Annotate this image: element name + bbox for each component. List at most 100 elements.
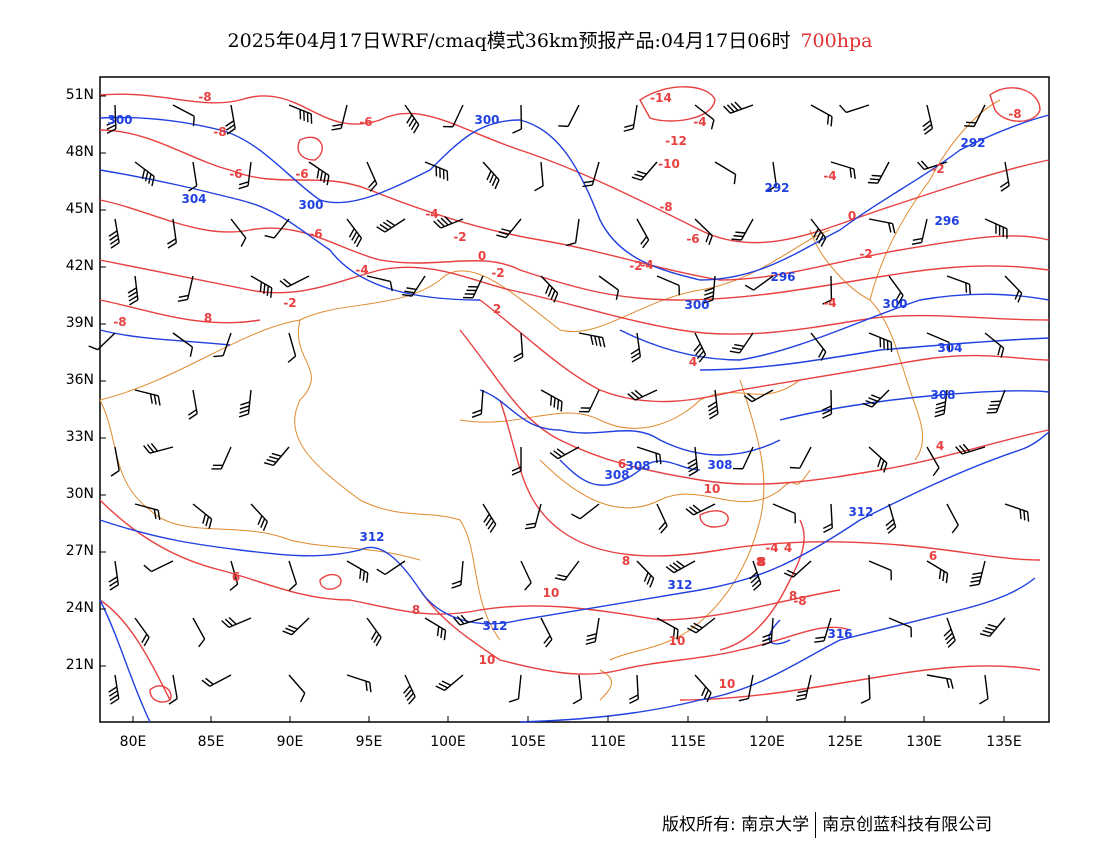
wind-barb — [424, 617, 447, 641]
temp-label: -2 — [491, 266, 504, 280]
wind-barb — [744, 275, 774, 291]
wind-barb — [508, 674, 522, 703]
temperature-isotherm — [319, 573, 342, 590]
wind-barb — [955, 443, 986, 455]
wind-barb — [789, 446, 812, 469]
height-isoline — [479, 389, 781, 456]
wind-barb — [404, 104, 420, 134]
wind-barb — [822, 389, 833, 419]
temp-label: 8 — [204, 311, 212, 325]
height-isoline — [779, 390, 1050, 421]
temperature-isotherm — [459, 329, 1050, 485]
wind-barb — [926, 332, 950, 353]
wind-barb — [627, 389, 658, 401]
wind-barb — [558, 104, 580, 128]
wind-barb — [435, 674, 464, 692]
temp-label: -2 — [629, 259, 642, 273]
wind-barb — [839, 104, 870, 114]
wind-barb — [143, 443, 174, 454]
temperature-isotherm — [149, 685, 172, 703]
lon-label: 125E — [827, 734, 863, 750]
lat-label: 42N — [65, 258, 94, 274]
temp-label: 10 — [669, 634, 686, 648]
wind-barb — [453, 614, 484, 626]
temp-label: 6 — [232, 570, 240, 584]
wind-barb — [540, 275, 559, 303]
wind-barb — [578, 332, 606, 348]
wind-barb — [687, 617, 716, 634]
temp-label: 6 — [618, 457, 626, 471]
temp-label: -12 — [665, 134, 687, 148]
height-label: 296 — [934, 214, 959, 228]
lon-label: 90E — [276, 734, 304, 750]
lat-label: 30N — [65, 486, 94, 502]
wind-barb — [520, 560, 532, 591]
title-text: 2025年04月17日WRF/cmaq模式36km预报产品:04月17日06时 — [227, 30, 791, 52]
wind-barb — [911, 218, 928, 245]
pressure-level: 700hpa — [800, 30, 873, 52]
wind-barb — [984, 218, 1008, 239]
temp-label: -4 — [765, 541, 778, 555]
wind-barb — [943, 617, 956, 648]
wind-barb — [192, 617, 206, 648]
wind-barb — [168, 674, 178, 705]
wind-barb — [578, 389, 600, 413]
wind-barb — [732, 446, 754, 470]
temp-label: -14 — [650, 91, 672, 105]
wind-barb — [108, 674, 120, 705]
height-label: 292 — [764, 181, 789, 195]
wind-barb — [810, 332, 827, 361]
wind-barb — [403, 674, 416, 705]
wind-barb — [687, 446, 699, 477]
wind-barb — [868, 446, 888, 473]
height-label: 304 — [937, 341, 962, 355]
wind-barb — [366, 617, 382, 647]
lat-label: 39N — [65, 315, 94, 331]
wind-barb — [868, 218, 896, 234]
height-label: 300 — [882, 297, 907, 311]
lat-label: 33N — [65, 429, 94, 445]
wind-barb — [623, 104, 638, 132]
temp-label: -2 — [453, 230, 466, 244]
wind-barb — [729, 332, 754, 354]
wind-barb — [108, 218, 120, 249]
wind-barb — [250, 275, 273, 298]
temp-label: 10 — [719, 677, 736, 691]
height-isoline — [99, 599, 151, 723]
temperature-isotherm — [99, 259, 1050, 335]
wind-barb — [572, 674, 583, 705]
wind-barb — [238, 389, 252, 418]
lon-label: 135E — [986, 734, 1022, 750]
temp-label: 10 — [704, 482, 721, 496]
wind-barb — [582, 161, 600, 188]
wind-barb — [926, 446, 940, 477]
temperature-isotherm — [99, 299, 261, 324]
lon-label: 130E — [906, 734, 942, 750]
wind-barb — [376, 560, 406, 576]
temp-label: 8 — [412, 603, 420, 617]
temp-label: -8 — [659, 200, 672, 214]
lat-label: 24N — [65, 600, 94, 616]
temp-label: 10 — [543, 586, 560, 600]
temp-label: 8 — [622, 554, 630, 568]
wind-barb — [636, 446, 662, 465]
wind-barb — [703, 275, 716, 304]
wind-barb — [885, 503, 897, 534]
wind-barb — [127, 275, 139, 306]
wind-barb — [230, 218, 247, 247]
wind-barb — [917, 160, 948, 171]
wind-barb — [402, 275, 426, 297]
wind-barb — [830, 161, 856, 179]
temp-label: -2 — [859, 247, 872, 261]
wind-barb — [376, 218, 406, 233]
temp-label: -4 — [823, 169, 836, 183]
wind-barb — [860, 674, 871, 704]
temperature-isotherm — [99, 129, 1050, 281]
wind-barb — [964, 104, 986, 128]
wind-barb — [221, 617, 252, 629]
height-label: 300 — [107, 113, 132, 127]
temp-label: -4 — [640, 258, 653, 272]
wind-barb — [714, 161, 737, 185]
height-isoline — [99, 169, 481, 301]
temp-label: 0 — [848, 209, 856, 223]
